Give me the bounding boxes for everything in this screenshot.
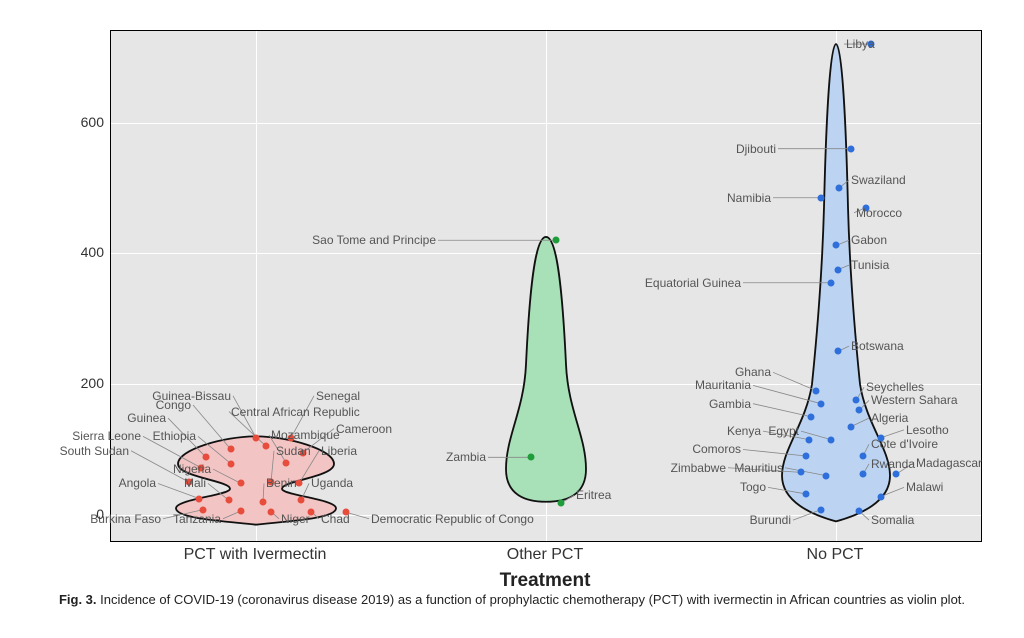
data-point (828, 279, 835, 286)
data-point (196, 495, 203, 502)
data-point (300, 449, 307, 456)
x-tick-label: Other PCT (507, 546, 583, 564)
data-point (818, 506, 825, 513)
data-point (836, 184, 843, 191)
data-point (186, 479, 193, 486)
data-point (803, 490, 810, 497)
data-point (558, 500, 565, 507)
data-point (308, 508, 315, 515)
data-point (296, 480, 303, 487)
data-point (260, 498, 267, 505)
data-point (860, 453, 867, 460)
chart-container: Incidence (Cases/100k) Treatment CongoGu… (20, 20, 1004, 607)
data-point (298, 497, 305, 504)
data-point (343, 509, 350, 516)
data-point (226, 497, 233, 504)
data-point (893, 471, 900, 478)
data-point (228, 446, 235, 453)
data-point (238, 480, 245, 487)
leader-lines (111, 31, 981, 541)
data-point (823, 472, 830, 479)
data-point (268, 479, 275, 486)
x-axis-title: Treatment (500, 570, 591, 592)
data-point (553, 237, 560, 244)
data-point (200, 506, 207, 513)
data-point (833, 242, 840, 249)
data-point (818, 194, 825, 201)
data-point (203, 454, 210, 461)
data-point (268, 508, 275, 515)
data-point (860, 471, 867, 478)
data-point (818, 400, 825, 407)
data-point (868, 41, 875, 48)
y-tick-label: 400 (44, 244, 104, 260)
data-point (813, 387, 820, 394)
data-point (863, 204, 870, 211)
data-point (798, 469, 805, 476)
data-point (288, 434, 295, 441)
data-point (803, 453, 810, 460)
data-point (878, 493, 885, 500)
caption-figure-number: Fig. 3. (59, 592, 97, 607)
data-point (828, 436, 835, 443)
data-point (806, 436, 813, 443)
data-point (856, 407, 863, 414)
data-point (835, 348, 842, 355)
data-point (835, 266, 842, 273)
data-point (263, 443, 270, 450)
y-tick-label: 600 (44, 114, 104, 130)
data-point (808, 413, 815, 420)
data-point (528, 454, 535, 461)
figure-caption: Fig. 3. Incidence of COVID-19 (coronavir… (20, 592, 1004, 607)
y-tick-label: 0 (44, 506, 104, 522)
data-point (856, 507, 863, 514)
data-point (853, 397, 860, 404)
data-point (253, 434, 260, 441)
data-point (283, 459, 290, 466)
data-point (878, 434, 885, 441)
data-point (228, 460, 235, 467)
caption-text: Incidence of COVID-19 (coronavirus disea… (97, 592, 966, 607)
violin-plot: Incidence (Cases/100k) Treatment CongoGu… (20, 20, 1004, 580)
x-tick-label: PCT with Ivermectin (184, 546, 327, 564)
plot-panel: CongoGuinea-BissauSenegalCentral African… (110, 30, 982, 542)
x-tick-label: No PCT (807, 546, 864, 564)
data-point (848, 145, 855, 152)
y-tick-label: 200 (44, 375, 104, 391)
data-point (238, 507, 245, 514)
data-point (848, 423, 855, 430)
data-point (198, 464, 205, 471)
